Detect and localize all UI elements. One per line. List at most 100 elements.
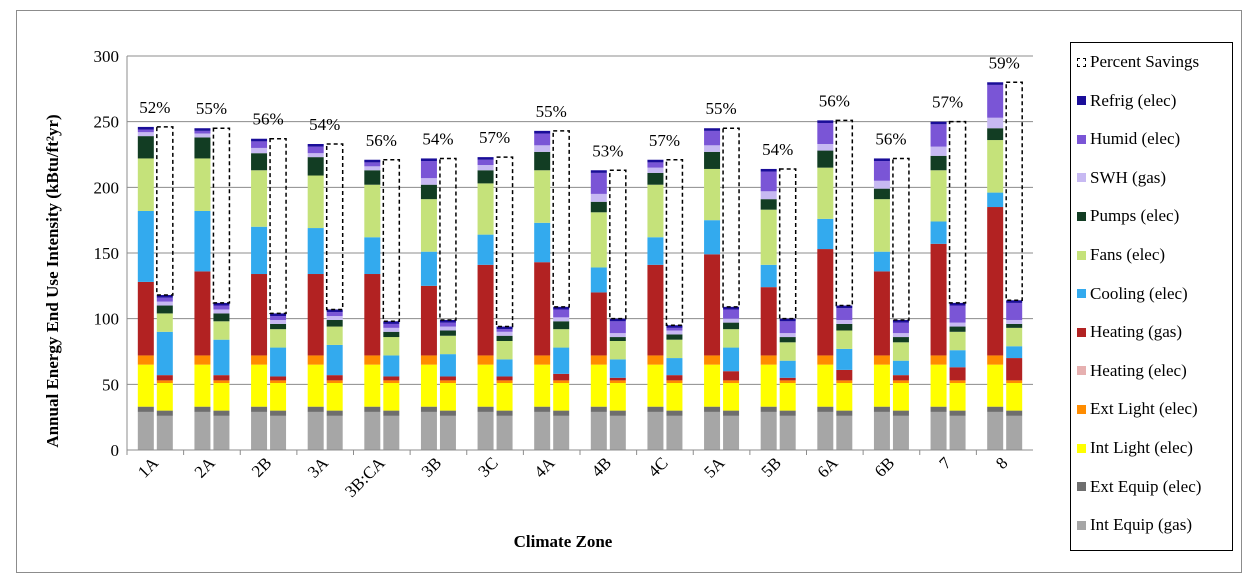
bar-segment	[364, 355, 381, 365]
bar-segment	[251, 138, 268, 142]
bar-segment	[270, 410, 287, 416]
bar-segment	[892, 337, 909, 343]
bar-segment	[704, 406, 721, 412]
bar-segment	[439, 354, 456, 377]
bar-segment	[892, 380, 909, 384]
bar-segment	[987, 411, 1004, 450]
legend-swatch	[1077, 96, 1086, 106]
bar-segment	[270, 376, 287, 381]
bar-segment	[213, 339, 230, 376]
bar-segment	[553, 309, 570, 318]
bar-segment	[553, 380, 570, 384]
bar-segment	[1006, 319, 1023, 324]
percent-savings-label: 54%	[762, 140, 793, 159]
bar-segment	[307, 228, 324, 275]
bar-segment	[534, 406, 551, 412]
bar-segment	[760, 406, 777, 412]
bar-segment	[609, 383, 626, 411]
bar-segment	[383, 415, 400, 450]
bar-segment	[590, 212, 607, 268]
bar-segment	[836, 415, 853, 450]
bar-segment	[760, 287, 777, 356]
bar-segment	[383, 410, 400, 416]
bar-segment	[326, 312, 343, 317]
bar-segment	[873, 364, 890, 407]
bar-segment	[836, 380, 853, 384]
bar-segment	[137, 281, 154, 356]
bar-segment	[364, 364, 381, 407]
legend-label: Int Equip (gas)	[1090, 515, 1192, 535]
bar-segment	[439, 330, 456, 336]
bar-segment	[251, 153, 268, 171]
bar-segment	[590, 292, 607, 356]
bar-segment	[213, 410, 230, 416]
legend-label: Int Light (elec)	[1090, 438, 1193, 457]
bar-segment	[1006, 302, 1023, 320]
bar-segment	[609, 359, 626, 378]
bar-segment	[364, 406, 381, 412]
bar-segment	[251, 364, 268, 407]
bar-segment	[987, 406, 1004, 412]
bar-segment	[194, 128, 211, 131]
bar-segment	[987, 192, 1004, 208]
bar-segment	[307, 274, 324, 356]
percent-savings-label: 57%	[649, 131, 680, 150]
bar-segment	[647, 364, 664, 407]
y-tick-label: 50	[102, 375, 119, 394]
percent-savings-box	[948, 120, 967, 304]
bar-segment	[609, 318, 626, 322]
bar-segment	[383, 355, 400, 377]
percent-savings-box	[552, 130, 570, 308]
bar-segment	[213, 383, 230, 411]
bar-segment	[307, 146, 324, 154]
bar-segment	[647, 406, 664, 412]
bar-segment	[892, 415, 909, 450]
legend-label: Cooling (elec)	[1090, 283, 1188, 303]
bar-segment	[949, 410, 966, 416]
bar-segment	[704, 151, 721, 169]
bar-segment	[553, 317, 570, 322]
bar-segment	[723, 309, 740, 319]
bar-segment	[156, 383, 173, 411]
bar-segment	[836, 369, 853, 381]
bar-segment	[553, 347, 570, 374]
bar-segment	[892, 322, 909, 334]
percent-savings-label: 54%	[309, 115, 340, 134]
percent-savings-label: 56%	[875, 129, 906, 148]
bar-segment	[723, 410, 740, 416]
bar-segment	[326, 415, 343, 450]
percent-savings-label: 57%	[932, 93, 963, 112]
bar-segment	[213, 309, 230, 314]
bar-segment	[666, 327, 683, 331]
bar-segment	[930, 406, 947, 412]
bar-segment	[609, 410, 626, 416]
bar-segment	[439, 322, 456, 327]
legend-swatch	[1077, 289, 1086, 299]
bar-segment	[156, 410, 173, 416]
bar-segment	[477, 157, 494, 160]
percent-savings-box	[212, 127, 231, 304]
bar-segment	[949, 326, 966, 332]
bar-segment	[137, 406, 154, 412]
bar-segment	[590, 201, 607, 213]
bar-segment	[213, 380, 230, 384]
bar-segment	[666, 325, 683, 328]
bar-segment	[760, 264, 777, 288]
bar-segment	[326, 383, 343, 411]
bar-segment	[477, 183, 494, 235]
bar-segment	[949, 302, 966, 306]
bar-segment	[779, 377, 796, 381]
bar-segment	[326, 326, 343, 345]
x-tick-label: 3B:CA	[341, 453, 389, 501]
bar-segment	[364, 237, 381, 275]
legend: Percent Savings Refrig (elec) Humid (elec)…	[1070, 42, 1233, 551]
bar-segment	[590, 411, 607, 450]
bar-segment	[760, 199, 777, 210]
y-axis-title: Annual Energy End Use Intensity (kBtu/ft…	[43, 114, 62, 447]
bar-segment	[439, 335, 456, 355]
bar-segment	[930, 221, 947, 244]
bar-segment	[760, 168, 777, 172]
bar-segment	[326, 309, 343, 313]
bar-segment	[137, 136, 154, 159]
bar-segment	[704, 130, 721, 146]
